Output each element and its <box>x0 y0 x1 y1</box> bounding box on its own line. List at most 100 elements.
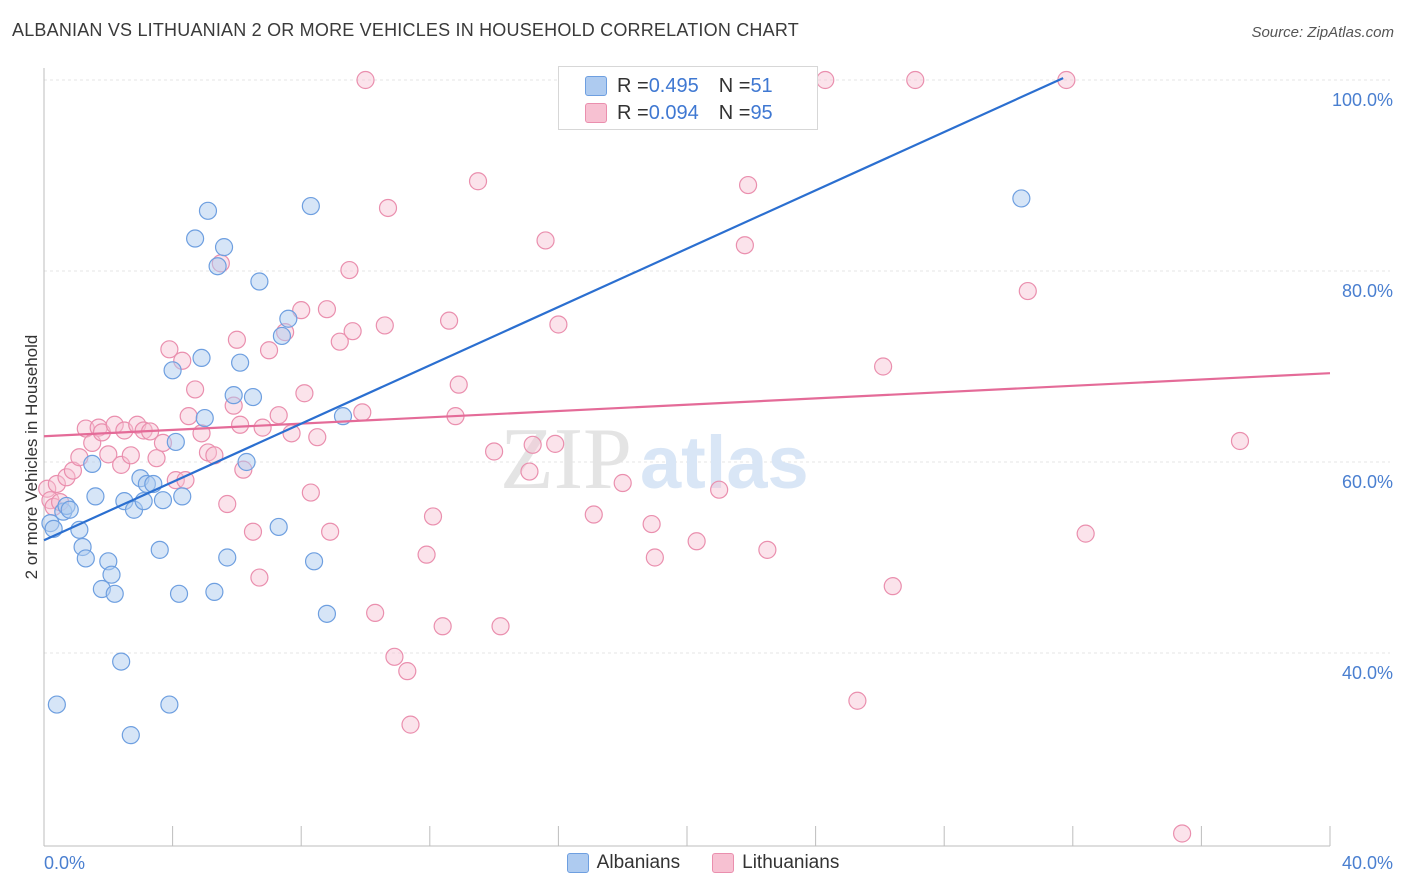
albanians-point <box>237 452 256 472</box>
albanians-point <box>198 201 218 220</box>
watermark-zip: ZIP <box>500 411 632 508</box>
albanians-point <box>105 584 124 603</box>
r-label: R = <box>617 74 649 97</box>
lithuanians-point <box>758 540 777 559</box>
lithuanians-point <box>57 468 76 487</box>
albanians-point <box>160 695 179 714</box>
lithuanians-point <box>160 340 179 359</box>
lithuanians-point <box>449 375 468 394</box>
lithuanians-point <box>343 322 362 341</box>
lithuanians-trend-line <box>43 372 1331 438</box>
r-value: 0.094 <box>648 101 699 124</box>
albanians-point <box>208 257 227 276</box>
lithuanians-point <box>642 514 661 534</box>
albanians-trend-line <box>43 77 1064 542</box>
albanians-point <box>83 454 102 474</box>
albanians-point <box>163 361 182 380</box>
n-value: 51 <box>750 74 773 97</box>
albanians-point <box>243 387 263 407</box>
lithuanians-point <box>356 70 375 90</box>
albanians-point <box>272 326 292 346</box>
lithuanians-point <box>179 407 198 426</box>
albanians-point <box>214 238 234 257</box>
albanians-point <box>166 432 185 452</box>
lithuanians-point <box>269 406 288 425</box>
albanians-point <box>102 565 121 584</box>
y-tick-label: 80.0% <box>1342 281 1393 301</box>
lithuanians-point <box>375 316 394 335</box>
albanians-point <box>231 353 250 372</box>
lithuanians-point <box>385 647 404 666</box>
lithuanians-point <box>439 311 459 330</box>
x-tick-label: 0.0% <box>44 853 85 873</box>
albanians-point <box>150 540 169 559</box>
lithuanians-point <box>308 428 327 447</box>
lithuanians-point <box>353 403 372 422</box>
tick-labels: 40.0% 60.0% 80.0% 100.0% 0.0% 40.0% <box>44 90 1393 873</box>
lithuanians-point <box>112 455 131 474</box>
lithuanians-point <box>584 505 603 524</box>
lithuanians-point <box>243 522 263 541</box>
albanians-point <box>304 552 324 571</box>
watermark-atlas: atlas <box>640 421 809 504</box>
lithuanians-point <box>218 494 237 514</box>
lithuanians-point <box>883 577 902 596</box>
y-tick-label: 60.0% <box>1342 472 1393 492</box>
lithuanians-point <box>1230 431 1250 451</box>
albanians-point <box>112 652 131 671</box>
albanians-point <box>317 604 337 623</box>
lithuanians-point <box>1018 281 1037 301</box>
lithuanians-point <box>321 522 340 541</box>
lithuanians-point <box>253 418 272 437</box>
lithuanians-point <box>417 545 436 564</box>
albanians-point <box>121 726 140 745</box>
lithuanians-point <box>401 715 420 734</box>
lithuanians-point <box>227 330 246 349</box>
lithuanians-point <box>523 435 542 454</box>
lithuanians-point <box>340 260 359 280</box>
r-value: 0.495 <box>648 74 699 97</box>
lithuanians-point <box>259 341 279 360</box>
y-axis-label: 2 or more Vehicles in Household <box>22 335 41 580</box>
albanians-points <box>41 189 1031 745</box>
lithuanians-point <box>433 617 452 636</box>
lithuanians-point <box>121 446 140 465</box>
legend-label-albanians: Albanians <box>596 852 681 873</box>
y-tick-label: 100.0% <box>1332 90 1393 110</box>
albanians-point <box>86 487 105 506</box>
albanians-point <box>60 500 79 519</box>
lithuanians-point <box>231 415 250 434</box>
albanians-point <box>279 309 298 328</box>
lithuanians-point <box>423 507 443 526</box>
lithuanians-point <box>645 548 664 567</box>
lithuanians-point <box>295 384 314 403</box>
legend-item-lithuanians: Lithuanians <box>712 852 839 874</box>
albanians-point <box>195 408 214 428</box>
lithuanians-point <box>317 300 337 319</box>
lithuanians-point <box>738 175 758 195</box>
legend-row-lithuanians: R = 0.094 N = 95 <box>585 100 773 126</box>
lithuanians-point <box>491 617 510 636</box>
lithuanians-point <box>485 442 504 461</box>
lithuanians-point <box>47 474 66 494</box>
lithuanians-point <box>398 662 417 681</box>
legend-item-albanians: Albanians <box>566 852 681 874</box>
source-label: Source: ZipAtlas.com <box>1251 24 1394 41</box>
lithuanians-swatch <box>585 103 607 123</box>
lithuanians-point <box>613 473 632 493</box>
n-label: N = <box>718 101 751 124</box>
n-value: 95 <box>750 101 773 124</box>
lithuanians-point <box>330 332 349 351</box>
lithuanians-point <box>301 483 320 502</box>
albanians-point <box>269 517 288 537</box>
albanians-point <box>301 196 320 216</box>
lithuanians-point <box>1076 524 1095 543</box>
albanians-point <box>186 229 205 248</box>
n-label: N = <box>718 74 751 97</box>
lithuanians-point <box>735 236 754 255</box>
series-legend: Albanians Lithuanians <box>0 852 1406 874</box>
albanians-point <box>250 272 269 291</box>
lithuanians-point <box>366 603 385 622</box>
albanians-point <box>224 386 243 405</box>
